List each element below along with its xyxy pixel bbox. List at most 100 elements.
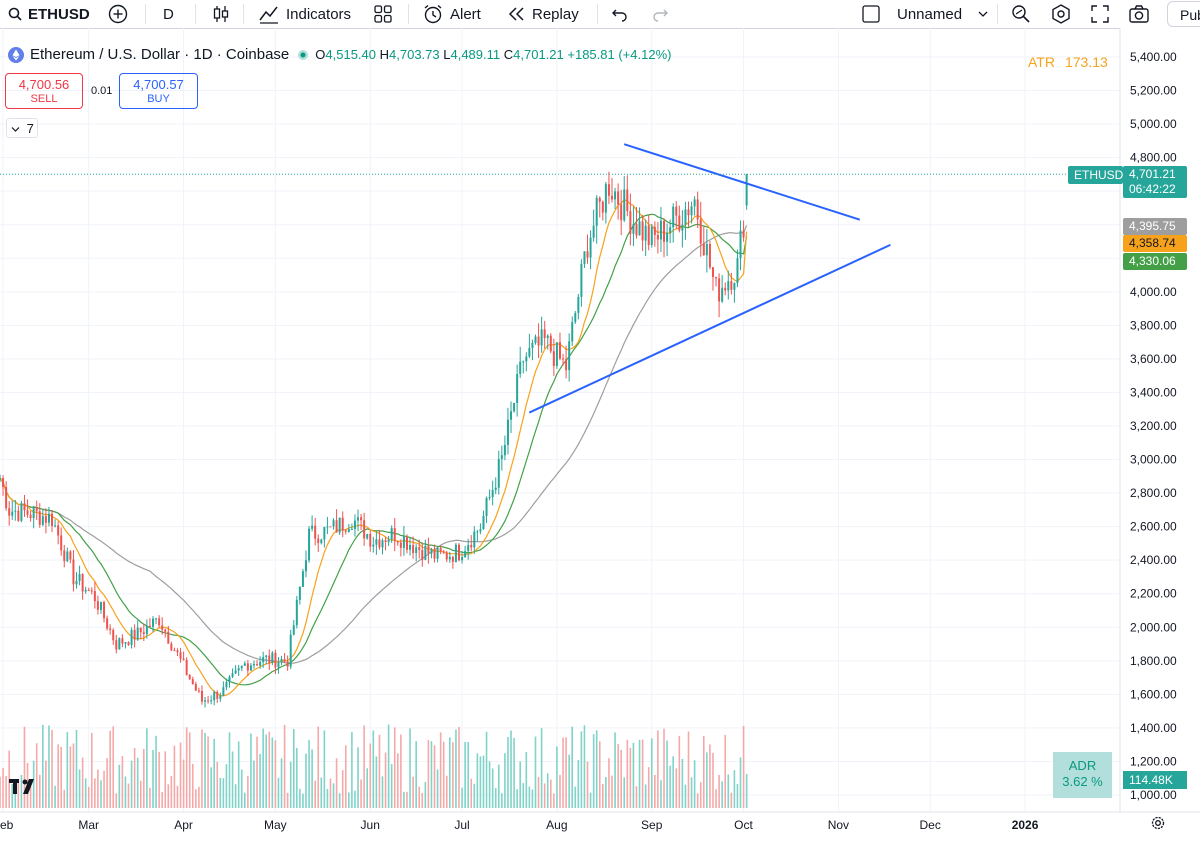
- volume-bar: [650, 738, 653, 808]
- candle-body: [669, 227, 672, 233]
- volume-bar: [470, 778, 473, 808]
- volume-bar: [78, 769, 81, 808]
- buy-button[interactable]: 4,700.57 BUY: [119, 73, 198, 109]
- volume-bar: [482, 755, 485, 808]
- time-axis[interactable]: Feb Mar Apr May Jun Jul Aug Sep Oct Nov Dec 2026: [0, 818, 1039, 832]
- candle-body: [23, 503, 26, 511]
- candle-body: [638, 221, 641, 236]
- price-axis[interactable]: 5,400.005,200.005,000.004,800.004,600.00…: [1130, 50, 1177, 802]
- interval-button[interactable]: D: [163, 0, 174, 28]
- settings-button[interactable]: [1050, 0, 1072, 28]
- volume-bar: [458, 726, 460, 808]
- candles: [0, 171, 748, 708]
- volume-bar: [501, 793, 503, 808]
- redo-icon: [653, 9, 668, 22]
- sell-price: 4,700.56: [18, 77, 70, 92]
- volume-bar: [602, 783, 604, 808]
- volume-bar: [739, 757, 742, 808]
- candle-body: [372, 544, 375, 547]
- candle-body: [121, 638, 124, 644]
- volume-bar: [35, 743, 38, 808]
- volume-bar: [381, 776, 384, 808]
- candle-body: [148, 625, 151, 627]
- candle-body: [194, 683, 197, 691]
- candle-body: [589, 237, 592, 258]
- trendlines[interactable]: [528, 143, 891, 414]
- candle-body: [675, 206, 678, 216]
- volume-bar: [372, 730, 375, 808]
- candle-body: [715, 277, 718, 279]
- indicators-collapse-button[interactable]: 7: [6, 118, 38, 138]
- layout-menu-button[interactable]: Unnamed: [861, 0, 988, 28]
- volume-bar: [406, 791, 408, 808]
- volume-bar: [320, 777, 323, 808]
- volume-bar: [461, 787, 463, 808]
- volume-bar: [136, 757, 139, 808]
- candle-body: [473, 531, 476, 548]
- volume-bar: [562, 737, 564, 808]
- atr-value: 173.13: [1064, 54, 1108, 70]
- price-chart[interactable]: 5,400.005,200.005,000.004,800.004,600.00…: [0, 28, 1200, 848]
- quick-search-button[interactable]: [1010, 0, 1032, 28]
- sell-button[interactable]: 4,700.56 SELL: [5, 73, 83, 109]
- candle-body: [424, 545, 427, 560]
- volume-bar: [265, 734, 268, 808]
- candle-body: [721, 287, 724, 302]
- publish-button[interactable]: Pub: [1167, 1, 1200, 27]
- candle-body: [243, 663, 246, 666]
- undo-button[interactable]: [611, 0, 629, 28]
- candle-body: [237, 668, 240, 671]
- volume-bar: [326, 789, 329, 808]
- candle-body: [522, 361, 525, 363]
- price-tick-label: 1,600.00: [1130, 687, 1177, 701]
- volume-bar: [519, 761, 521, 808]
- volume-bar: [357, 747, 359, 808]
- volume-bar: [314, 780, 316, 808]
- candle-body: [366, 534, 369, 539]
- price-tick-label: 2,200.00: [1130, 587, 1177, 601]
- volume-bar: [152, 750, 154, 808]
- snapshot-button[interactable]: [1128, 0, 1150, 28]
- volume-bar: [225, 764, 228, 808]
- gear-icon[interactable]: [1150, 815, 1166, 831]
- candle-body: [442, 551, 445, 553]
- trendline-upper: [623, 143, 861, 221]
- volume-bar: [139, 780, 142, 808]
- candle-body: [528, 347, 531, 357]
- fullscreen-button[interactable]: [1090, 0, 1110, 28]
- chart-type-button[interactable]: [211, 0, 231, 28]
- indicators-button[interactable]: Indicators: [258, 0, 351, 28]
- volume-bar: [308, 740, 310, 808]
- volume-bar: [170, 775, 173, 808]
- volume-bar: [143, 748, 145, 808]
- templates-button[interactable]: [373, 0, 393, 28]
- volume-bar: [647, 767, 650, 808]
- compare-add-button[interactable]: [108, 0, 128, 28]
- volume-bar: [204, 732, 206, 808]
- volume-bar: [605, 776, 607, 808]
- replay-button[interactable]: Replay: [508, 0, 579, 28]
- symbol-search-button[interactable]: ETHUSD: [8, 0, 90, 28]
- candle-body: [20, 503, 23, 521]
- volume-bar: [537, 776, 540, 808]
- candle-body: [415, 547, 418, 554]
- volume-bar: [611, 775, 613, 808]
- volume-bar: [302, 793, 304, 808]
- candle-body: [219, 695, 222, 699]
- candle-body: [742, 230, 745, 238]
- candle-body: [375, 539, 378, 545]
- volume-bar: [614, 732, 616, 808]
- volume-bar: [412, 776, 414, 808]
- candle-body: [549, 335, 552, 352]
- volume-bar: [403, 791, 405, 808]
- volume-bar: [286, 792, 289, 808]
- volume-bar: [247, 775, 249, 808]
- alert-button[interactable]: Alert: [422, 0, 481, 28]
- volume-bar: [219, 777, 222, 808]
- chart-area[interactable]: 5,400.005,200.005,000.004,800.004,600.00…: [0, 28, 1200, 848]
- candle-body: [693, 199, 696, 207]
- volume-bar: [66, 732, 69, 808]
- volume-bar: [485, 731, 488, 808]
- volume-bar: [91, 732, 93, 808]
- redo-button[interactable]: [651, 0, 669, 28]
